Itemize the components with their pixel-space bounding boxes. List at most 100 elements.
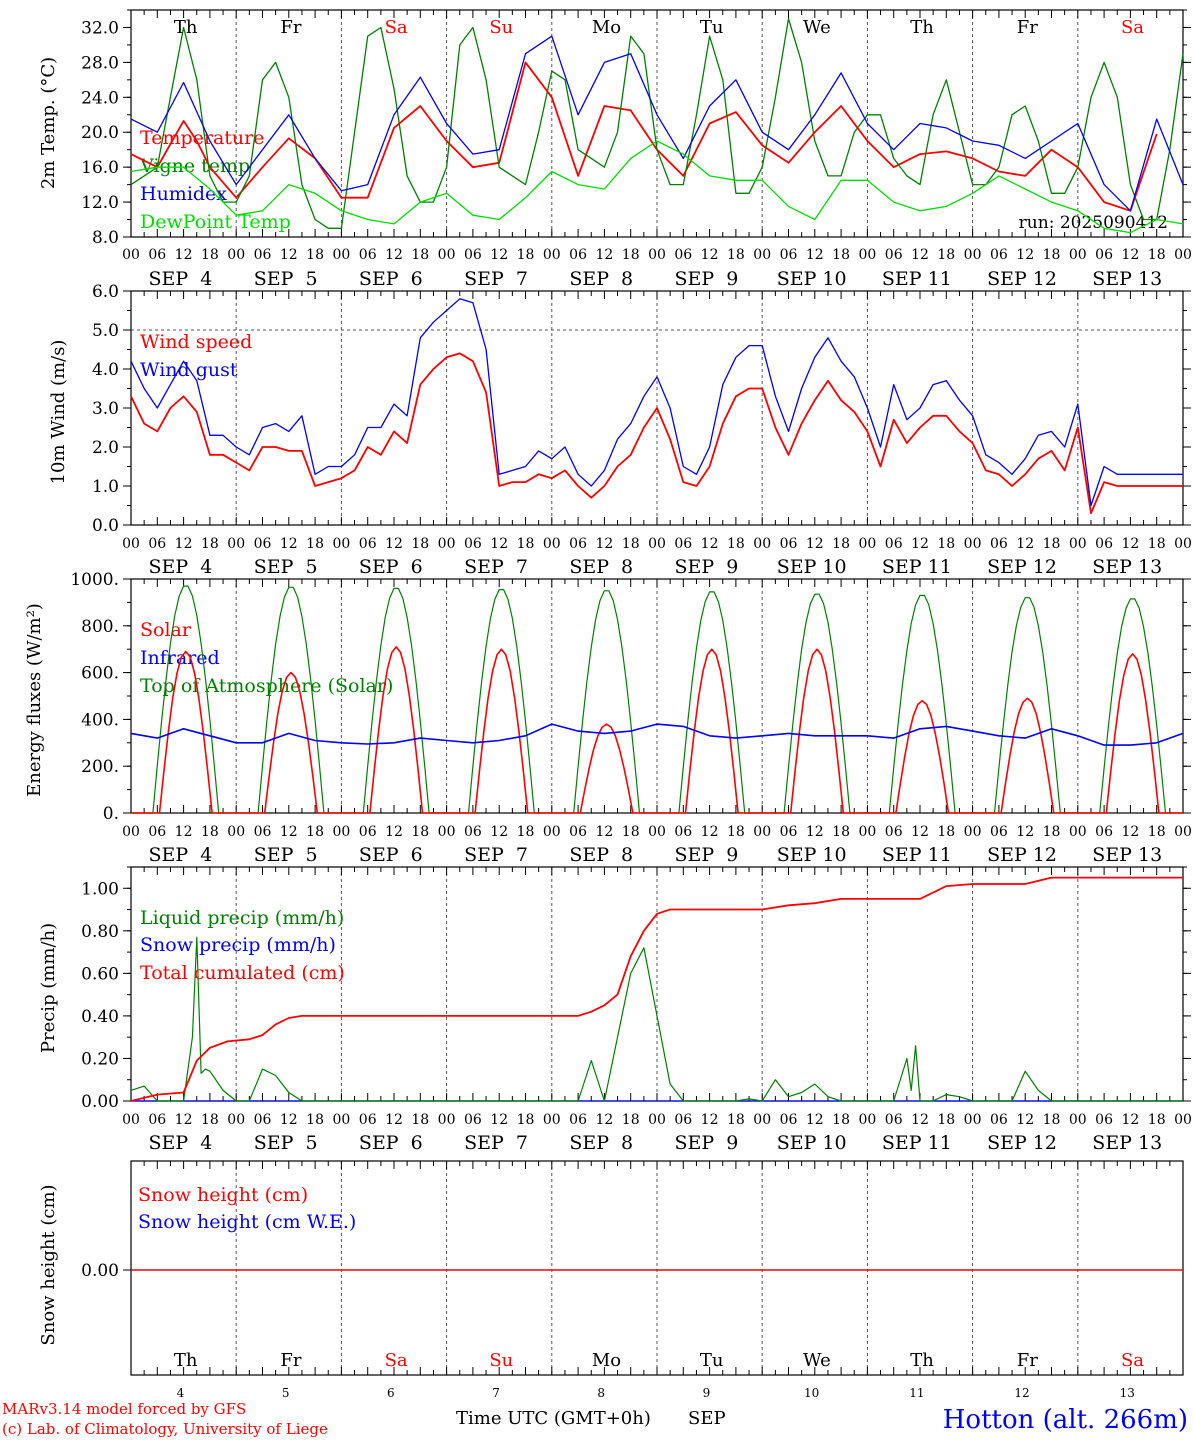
y-tick-label: 1.00 <box>81 879 119 899</box>
day-number-label: 11 <box>909 1386 924 1400</box>
hour-tick-label: 12 <box>1016 824 1034 840</box>
date-tick-label: SEP 5 <box>254 268 318 290</box>
hour-tick-label: 00 <box>438 1112 456 1128</box>
hour-tick-label: 18 <box>832 536 850 552</box>
hour-tick-label: 18 <box>622 1112 640 1128</box>
hour-tick-label: 18 <box>411 536 429 552</box>
weekday-label: Sa <box>385 17 408 38</box>
day-number-label: 7 <box>492 1386 500 1400</box>
hour-tick-label: 12 <box>175 1112 193 1128</box>
date-tick-label: SEP 9 <box>675 1132 739 1154</box>
date-tick-label: SEP 8 <box>569 556 633 578</box>
hour-tick-label: 18 <box>727 536 745 552</box>
hour-tick-label: 00 <box>648 1112 666 1128</box>
weekday-label: Mo <box>592 1350 621 1371</box>
hour-tick-label: 00 <box>438 824 456 840</box>
day-number-label: 6 <box>387 1386 395 1400</box>
hour-tick-label: 18 <box>306 247 324 263</box>
y-tick-label: 0.00 <box>81 1092 119 1112</box>
hour-tick-label: 00 <box>438 536 456 552</box>
hour-tick-label: 06 <box>1095 536 1113 552</box>
hour-tick-label: 00 <box>964 247 982 263</box>
series-liquid-precip <box>130 936 1183 1102</box>
hour-tick-label: 18 <box>1043 247 1061 263</box>
hour-tick-label: 12 <box>280 536 298 552</box>
hour-tick-label: 00 <box>964 1112 982 1128</box>
hour-tick-label: 18 <box>517 247 535 263</box>
hour-tick-label: 06 <box>569 536 587 552</box>
date-tick-label: SEP 12 <box>987 1132 1057 1154</box>
hour-tick-label: 00 <box>543 824 561 840</box>
weekday-label: Th <box>174 17 198 38</box>
hour-tick-label: 18 <box>201 824 219 840</box>
hour-tick-label: 00 <box>753 824 771 840</box>
weekday-label: Su <box>489 1350 513 1371</box>
hour-tick-label: 12 <box>595 536 613 552</box>
credit-line-2: (c) Lab. of Climatology, University of L… <box>2 1420 328 1438</box>
hour-tick-label: 12 <box>701 536 719 552</box>
hour-tick-label: 18 <box>306 1112 324 1128</box>
hour-tick-label: 06 <box>464 1112 482 1128</box>
hour-tick-label: 06 <box>464 824 482 840</box>
y-tick-label: 0.40 <box>81 1007 119 1027</box>
hour-tick-label: 06 <box>674 247 692 263</box>
weekday-label: We <box>803 1350 831 1371</box>
hour-tick-label: 00 <box>332 536 350 552</box>
date-tick-label: SEP 4 <box>149 556 213 578</box>
weekday-label: Su <box>489 17 513 38</box>
hour-tick-label: 12 <box>385 536 403 552</box>
y-tick-label: 0.20 <box>81 1049 119 1069</box>
hour-tick-label: 12 <box>280 1112 298 1128</box>
hour-tick-label: 06 <box>780 1112 798 1128</box>
hour-tick-label: 18 <box>517 1112 535 1128</box>
hour-tick-label: 06 <box>885 1112 903 1128</box>
hour-tick-label: 12 <box>490 247 508 263</box>
station-label: Hotton (alt. 266m) <box>943 1405 1188 1435</box>
series-vigne-temp <box>130 18 1184 229</box>
run-label: run: 2025090412 <box>1019 213 1168 233</box>
hour-tick-label: 00 <box>753 247 771 263</box>
weekday-label: Sa <box>1121 17 1144 38</box>
hour-tick-label: 00 <box>1069 1112 1087 1128</box>
hour-tick-label: 18 <box>622 824 640 840</box>
y-tick-label: 200. <box>81 757 119 777</box>
snow-panel: Snow height (cm) Snow height (cm) Snow h… <box>38 1184 356 1346</box>
hour-tick-label: 00 <box>753 1112 771 1128</box>
hour-tick-label: 12 <box>490 536 508 552</box>
date-tick-label: SEP 7 <box>464 844 528 866</box>
y-tick-label: 32.0 <box>81 18 119 38</box>
hour-tick-label: 18 <box>1148 824 1166 840</box>
date-tick-label: SEP 4 <box>149 844 213 866</box>
date-tick-label: SEP 13 <box>1092 556 1162 578</box>
hour-tick-label: 00 <box>438 247 456 263</box>
hour-tick-label: 12 <box>595 1112 613 1128</box>
date-tick-label: SEP 6 <box>359 556 423 578</box>
snow-ylabel: Snow height (cm) <box>38 1184 59 1345</box>
hour-tick-label: 18 <box>622 536 640 552</box>
hour-tick-label: 06 <box>885 247 903 263</box>
panel-4-frame <box>130 866 1184 1102</box>
series-temperature <box>130 61 1158 212</box>
hour-tick-label: 06 <box>885 536 903 552</box>
hour-tick-label: 06 <box>674 536 692 552</box>
hour-tick-label: 12 <box>911 247 929 263</box>
legend-total-cumulated: Total cumulated (cm) <box>140 962 345 984</box>
y-tick-label: 1000. <box>70 570 119 590</box>
weekday-label: Fr <box>1017 1350 1038 1371</box>
temperature-panel: 2m Temp. (°C) Temperature Vigne temp Hum… <box>38 57 1168 233</box>
hour-tick-label: 12 <box>175 536 193 552</box>
hour-tick-label: 00 <box>858 536 876 552</box>
series-humidex <box>130 35 1184 212</box>
hour-tick-label: 18 <box>306 536 324 552</box>
y-tick-label: 2.0 <box>92 438 119 458</box>
date-tick-label: SEP 6 <box>359 1132 423 1154</box>
hour-tick-label: 00 <box>648 247 666 263</box>
hour-tick-label: 06 <box>885 824 903 840</box>
hour-tick-label: 00 <box>1069 247 1087 263</box>
hour-tick-label: 18 <box>1043 824 1061 840</box>
hour-tick-label: 12 <box>701 824 719 840</box>
series-solar <box>131 646 1183 814</box>
weekday-label: Th <box>910 1350 934 1371</box>
hour-tick-label: 18 <box>411 247 429 263</box>
hour-tick-label: 12 <box>806 247 824 263</box>
